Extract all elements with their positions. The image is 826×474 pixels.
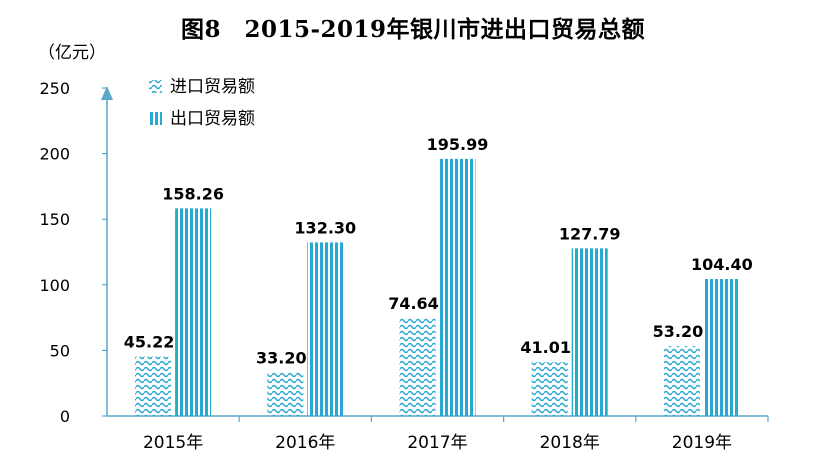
bars [135,158,740,416]
y-tick-label: 100 [39,276,70,295]
x-tick-label: 2019年 [672,433,732,453]
chart-title: 图8 2015-2019年银川市进出口贸易总额 [180,16,646,43]
bar-import [399,318,436,416]
data-label: 127.79 [559,224,621,243]
bar-export [175,208,212,416]
y-tick-label: 250 [39,79,70,98]
data-label: 104.40 [691,255,753,274]
legend-swatch-import [149,80,162,93]
x-tick-label: 2016年 [275,433,335,453]
legend-swatch-export [149,112,162,125]
y-tick-label: 150 [39,210,70,229]
data-label: 132.30 [294,218,356,237]
axes: 0 50 100 150 200 250 2015年 2016年 2017年 2018年 2019年 [39,79,769,453]
legend-label-export: 出口贸易额 [170,109,255,129]
data-label: 195.99 [427,135,489,154]
data-label: 41.01 [520,338,571,357]
x-tick-label: 2017年 [407,433,467,453]
data-label: 158.26 [162,184,224,203]
bar-export [439,158,476,416]
bar-import [663,346,700,416]
x-tick-label: 2018年 [540,433,600,453]
x-tick-label: 2015年 [143,433,203,453]
y-axis-arrow [101,86,113,100]
legend-label-import: 进口贸易额 [170,77,255,97]
y-axis-unit-label: （亿元） [38,43,106,63]
bar-import [267,372,304,416]
data-labels: 45.22 158.26 33.20 132.30 74.64 195.99 41.01 12… [124,135,753,368]
y-tick-label: 0 [60,407,70,426]
bar-import [531,362,568,416]
y-tick-label: 50 [50,341,70,360]
y-tick-label: 200 [39,145,70,164]
bar-import [135,356,172,416]
bar-export [703,279,740,416]
data-label: 53.20 [653,322,704,341]
data-label: 74.64 [388,294,439,313]
data-label: 45.22 [124,333,175,352]
bar-export [307,242,344,416]
data-label: 33.20 [256,348,307,367]
bar-export [571,248,608,416]
